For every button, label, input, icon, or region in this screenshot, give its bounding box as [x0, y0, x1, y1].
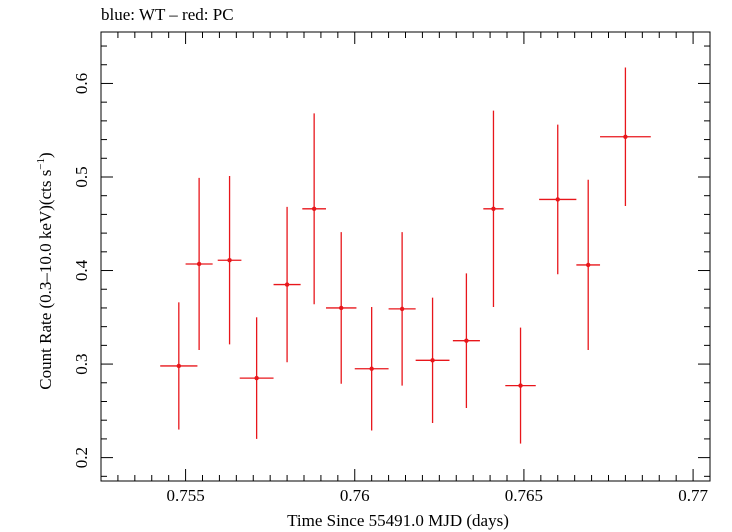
- y-axis-label-exponent: −1: [35, 158, 47, 170]
- plot-border: [100, 31, 711, 482]
- point-marker: [464, 338, 469, 343]
- point-marker: [196, 261, 202, 267]
- point-marker: [491, 206, 496, 211]
- point-marker: [399, 306, 405, 312]
- point-marker: [284, 282, 290, 287]
- y-axis-label-close: ): [36, 152, 55, 158]
- point-marker: [623, 134, 628, 139]
- data-point: [539, 124, 577, 275]
- axis-ticks: 0.755 0.76 0.765 0.77 0.2 0.3 0.4 0.5 0.6: [72, 32, 711, 505]
- y-tick-label: 0.4: [72, 259, 91, 281]
- point-marker: [227, 258, 232, 263]
- y-tick-label: 0.2: [72, 447, 91, 468]
- point-marker: [339, 305, 344, 311]
- data-point: [185, 177, 213, 351]
- data-point: [302, 113, 326, 305]
- data-point: [415, 297, 450, 424]
- x-tick-label: 0.77: [678, 486, 708, 505]
- point-marker: [311, 206, 317, 211]
- data-point: [217, 176, 242, 345]
- x-tick-label: 0.76: [340, 486, 370, 505]
- data-point: [354, 307, 389, 431]
- x-tick-label: 0.755: [166, 486, 204, 505]
- data-point: [239, 317, 274, 439]
- point-marker: [176, 363, 182, 369]
- point-marker: [518, 383, 523, 388]
- point-marker: [369, 366, 374, 371]
- x-axis-label: Time Since 55491.0 MJD (days): [287, 511, 509, 530]
- data-point: [273, 206, 301, 363]
- data-point: [160, 302, 198, 430]
- data-points: [160, 67, 651, 444]
- data-point: [452, 273, 480, 409]
- plot-frame: [100, 31, 711, 482]
- y-tick-label: 0.3: [72, 353, 91, 374]
- point-marker: [555, 197, 560, 202]
- data-point: [388, 232, 416, 386]
- data-point: [483, 110, 504, 308]
- y-axis-label: Count Rate (0.3–10.0 keV)(cts s−1): [35, 152, 55, 389]
- axis-labels: Time Since 55491.0 MJD (days) Count Rate…: [35, 152, 509, 530]
- data-point: [600, 67, 651, 206]
- data-point: [505, 327, 536, 444]
- y-axis-label-main: Count Rate (0.3–10.0 keV)(cts s: [36, 170, 55, 390]
- chart-title: blue: WT – red: PC: [101, 5, 234, 24]
- y-tick-label: 0.6: [72, 73, 91, 94]
- point-marker: [430, 358, 435, 363]
- x-tick-label: 0.765: [505, 486, 543, 505]
- data-point: [576, 179, 601, 351]
- y-tick-label: 0.5: [72, 166, 91, 187]
- point-marker: [586, 262, 591, 268]
- data-point: [325, 232, 357, 384]
- point-marker: [254, 375, 259, 381]
